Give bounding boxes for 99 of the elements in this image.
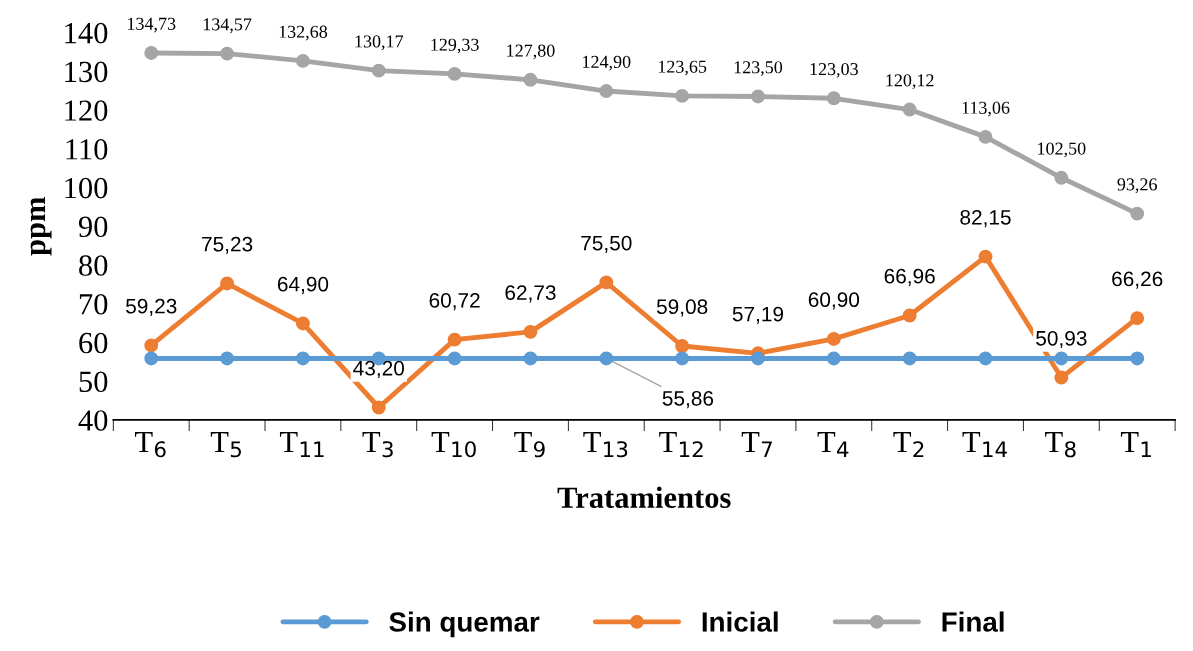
point — [220, 276, 235, 291]
data-label: 75,23 — [202, 236, 253, 254]
x-tick-label: T$_{13}$ — [583, 432, 628, 458]
point — [523, 72, 538, 87]
data-label: 60,72 — [429, 292, 480, 311]
point — [295, 316, 310, 331]
y-axis-title: ppm — [30, 197, 52, 256]
point — [447, 351, 462, 366]
point — [144, 351, 159, 366]
point — [751, 89, 765, 104]
point — [902, 102, 917, 117]
point — [902, 308, 917, 323]
point — [447, 66, 462, 81]
point — [295, 53, 310, 68]
point — [1054, 351, 1069, 366]
point — [599, 84, 614, 98]
data-label: 43,20 — [353, 360, 405, 379]
point — [826, 331, 841, 346]
x-tick-label: T$_{6}$ — [135, 432, 166, 458]
x-tick-label: T$_{2}$ — [893, 432, 924, 458]
y-tick-label: 120 — [65, 100, 108, 121]
y-tick-label: 50 — [79, 371, 108, 393]
data-label: 123,65 — [658, 60, 707, 76]
point — [675, 88, 690, 103]
point — [295, 351, 310, 366]
x-tick-label: T$_{9}$ — [514, 432, 545, 458]
data-label: 59,08 — [656, 299, 708, 317]
data-label: 120,12 — [886, 74, 934, 90]
y-tick-label: 70 — [79, 293, 108, 315]
point — [144, 46, 159, 60]
x-tick-label: T$_{10}$ — [431, 432, 476, 458]
point — [1130, 206, 1145, 221]
point — [1054, 170, 1069, 185]
y-tick-label: 60 — [79, 332, 108, 354]
data-label: 93,26 — [1117, 178, 1157, 194]
data-label: 55,86 — [662, 390, 714, 409]
data-label: 124,90 — [583, 55, 631, 71]
data-label: 134,57 — [203, 18, 252, 34]
data-label: 130,17 — [355, 35, 404, 51]
point — [371, 63, 386, 78]
point — [523, 351, 538, 366]
point — [1054, 370, 1069, 385]
data-label: 64,90 — [277, 276, 329, 295]
data-label: 82,15 — [960, 209, 1011, 228]
y-tick-label: 90 — [78, 216, 108, 238]
point — [447, 332, 462, 347]
point — [371, 400, 386, 415]
point — [978, 351, 993, 366]
point — [978, 129, 993, 144]
x-tick-label: T$_{7}$ — [741, 432, 772, 458]
x-tick-label: T$_{5}$ — [210, 432, 241, 458]
data-label: 50,93 — [1036, 330, 1087, 349]
data-label: 132,68 — [279, 25, 328, 41]
y-tick-label: 110 — [66, 139, 108, 160]
data-label: 66,96 — [884, 268, 935, 287]
point — [826, 91, 841, 106]
data-label: 123,50 — [734, 61, 783, 76]
x-tick-label: T$_{3}$ — [362, 432, 393, 458]
data-label: 127,80 — [507, 44, 555, 60]
point — [220, 351, 235, 366]
data-label: 113,06 — [962, 101, 1010, 117]
legend-label: Final — [942, 611, 1004, 632]
data-label: 57,19 — [732, 306, 784, 324]
point — [978, 249, 993, 264]
point — [1130, 351, 1145, 366]
y-tick-label: 100 — [65, 177, 108, 199]
point — [144, 338, 159, 353]
point — [751, 351, 765, 366]
data-label: 60,90 — [808, 292, 860, 310]
x-tick-label: T$_{4}$ — [817, 432, 849, 458]
point — [523, 324, 538, 339]
data-label: 59,23 — [126, 298, 177, 316]
point — [675, 339, 690, 353]
x-tick-label: T$_{11}$ — [279, 432, 324, 458]
legend-label: Inicial — [702, 611, 778, 632]
x-tick-label: T$_{14}$ — [962, 432, 1007, 458]
point — [902, 351, 917, 366]
point — [599, 351, 614, 366]
point — [220, 46, 235, 61]
x-tick-label: T$_{12}$ — [659, 432, 703, 458]
data-label: 66,26 — [1112, 271, 1163, 289]
y-tick-label: 40 — [78, 410, 108, 431]
x-axis-title: Tratamientos — [557, 486, 731, 508]
data-label: 102,50 — [1038, 142, 1086, 158]
point — [675, 351, 690, 366]
point — [599, 275, 614, 290]
point — [826, 351, 841, 366]
y-tick-label: 140 — [65, 22, 108, 44]
y-tick-label: 130 — [65, 61, 108, 83]
legend-label: Sin quemar — [389, 611, 540, 638]
data-label: 129,33 — [431, 38, 479, 54]
data-label: 123,03 — [810, 62, 858, 78]
y-tick-label: 80 — [79, 255, 108, 276]
data-label: 62,73 — [505, 285, 556, 303]
point — [1130, 311, 1145, 326]
data-label: 75,50 — [581, 235, 632, 253]
x-tick-label: T$_{1}$ — [1120, 432, 1151, 458]
x-tick-label: T$_{8}$ — [1045, 432, 1076, 458]
data-label: 134,73 — [128, 17, 176, 33]
